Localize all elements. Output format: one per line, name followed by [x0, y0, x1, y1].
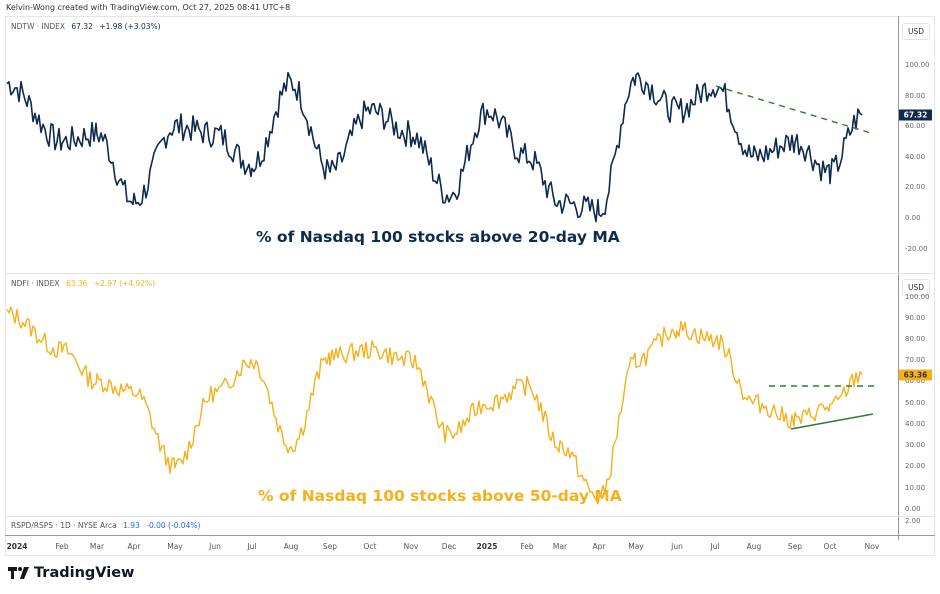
tradingview-logo[interactable]: TradingView — [8, 565, 134, 581]
xtick: Jul — [247, 542, 257, 551]
bottom-last-price-badge: 63.36 — [899, 369, 932, 381]
bottom-ytick: 40.00 — [905, 420, 926, 428]
pane-divider[interactable] — [5, 273, 935, 274]
xtick: Sep — [322, 542, 338, 551]
rspd-pane-legend[interactable]: RSPD/RSPS · 1D · NYSE Arca 1.93 -0.00 (-… — [11, 521, 200, 530]
bottom-ytick: 90.00 — [905, 314, 926, 322]
xtick: Sep — [787, 542, 803, 551]
xtick: Mar — [552, 542, 568, 551]
xtick: 2024 — [6, 542, 28, 551]
top-ytick: -20.00 — [905, 245, 928, 253]
top-ytick: 40.00 — [905, 153, 926, 161]
xtick: Nov — [403, 542, 419, 551]
xtick: Oct — [363, 542, 377, 551]
xtick: Apr — [592, 542, 606, 551]
top-currency-button[interactable]: USD — [902, 23, 930, 40]
bottom-ytick: 30.00 — [905, 441, 926, 449]
bottom-ytick: 50.00 — [905, 399, 926, 407]
xtick: Nov — [864, 542, 880, 551]
bottom-annotation: % of Nasdaq 100 stocks above 50-day MA — [258, 487, 622, 505]
bottom-ytick: 10.00 — [905, 484, 926, 492]
bottom-support-trendline — [790, 413, 874, 430]
xtick: Aug — [746, 542, 762, 551]
xtick: Apr — [127, 542, 141, 551]
xtick: 2025 — [476, 542, 498, 551]
chart-credit: Kelvin-Wong created with TradingView.com… — [6, 3, 291, 12]
top-ytick: 0.00 — [905, 214, 921, 222]
top-symbol: NDTW · INDEX — [11, 22, 66, 31]
xtick: Aug — [283, 542, 299, 551]
pane-divider[interactable] — [5, 516, 935, 517]
bottom-pane-legend[interactable]: NDFI · INDEX 63.36 +2.97 (+4.92%) — [11, 279, 155, 288]
rspd-ytick: 2.00 — [905, 517, 921, 525]
bottom-ytick: 60.00 — [905, 377, 926, 385]
xtick: Oct — [823, 542, 837, 551]
xtick: May — [628, 542, 644, 551]
top-dashed-trendline — [715, 85, 875, 135]
tradingview-logo-icon — [8, 567, 29, 579]
xtick: May — [167, 542, 183, 551]
top-ytick: 100.00 — [905, 61, 930, 69]
xtick: Jun — [671, 542, 683, 551]
bottom-change: +2.97 (+4.92%) — [93, 279, 156, 288]
rspd-symbol: RSPD/RSPS · 1D · NYSE Arca — [11, 521, 117, 530]
chart-frame — [5, 16, 935, 556]
xtick: Jul — [710, 542, 720, 551]
bottom-ytick: 100.00 — [905, 293, 930, 301]
top-last-value: 67.32 — [71, 22, 93, 31]
top-annotation: % of Nasdaq 100 stocks above 20-day MA — [256, 228, 620, 246]
rspd-last-value: 1.93 — [123, 521, 140, 530]
top-last-price-badge: 67.32 — [899, 109, 932, 121]
xtick: Dec — [441, 542, 457, 551]
top-ytick: 60.00 — [905, 122, 926, 130]
price-axis-column[interactable] — [898, 16, 935, 540]
top-change: +1.98 (+3.03%) — [99, 22, 161, 31]
bottom-ytick: 80.00 — [905, 335, 926, 343]
bottom-ytick: 0.00 — [905, 505, 921, 513]
bottom-ytick: 70.00 — [905, 356, 926, 364]
rspd-change: -0.00 (-0.04%) — [146, 521, 201, 530]
top-pane-legend[interactable]: NDTW · INDEX 67.32 +1.98 (+3.03%) — [11, 22, 161, 31]
ndfi-line — [6, 306, 863, 505]
xtick: Feb — [55, 542, 69, 551]
bottom-currency-button[interactable]: USD — [902, 279, 930, 296]
xtick: Jun — [209, 542, 221, 551]
time-axis-divider — [5, 535, 935, 536]
bottom-last-value: 63.36 — [65, 279, 88, 288]
xtick: Mar — [89, 542, 105, 551]
bottom-symbol: NDFI · INDEX — [11, 279, 60, 288]
top-ytick: 80.00 — [905, 92, 926, 100]
brand-name: TradingView — [34, 565, 135, 581]
top-ytick: 20.00 — [905, 183, 926, 191]
xtick: Feb — [520, 542, 534, 551]
bottom-ytick: 20.00 — [905, 462, 926, 470]
ndtw-line — [6, 71, 863, 223]
